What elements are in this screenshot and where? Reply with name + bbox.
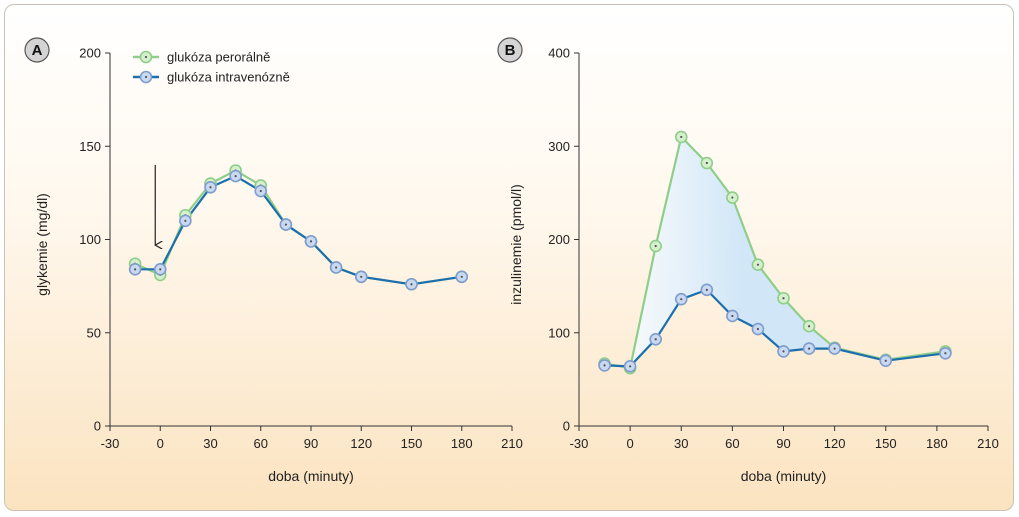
data-point-center <box>731 314 734 318</box>
x-tick-label: 180 <box>926 436 948 451</box>
x-tick-label: 60 <box>725 436 739 451</box>
data-point-center <box>705 161 708 165</box>
x-tick-label: 90 <box>304 436 318 451</box>
data-point-center <box>705 288 708 291</box>
data-point-center <box>680 298 683 301</box>
y-tick-label: 150 <box>79 139 101 154</box>
panel-badge <box>24 37 50 63</box>
x-tick-label: 0 <box>157 436 164 451</box>
data-point-center <box>807 325 811 328</box>
data-point-center <box>629 365 632 368</box>
y-tick-label: 200 <box>79 46 101 61</box>
data-point-center <box>833 347 836 350</box>
x-tick-label: -30 <box>101 436 120 451</box>
data-point-center <box>360 275 363 278</box>
legend-label-iv: glukóza intravenózně <box>167 70 290 85</box>
x-tick-label: 150 <box>401 436 423 451</box>
data-point-center <box>603 364 606 367</box>
data-point-center <box>134 268 137 271</box>
x-tick-label: 0 <box>627 436 634 451</box>
series-line-iv <box>135 175 462 286</box>
y-tick-label: 400 <box>548 46 570 61</box>
y-tick-label: 0 <box>94 419 101 434</box>
y-tick-label: 100 <box>548 325 570 340</box>
x-tick-label: 60 <box>254 436 268 451</box>
x-tick-label: 30 <box>674 436 688 451</box>
panel-letter: B <box>505 42 516 59</box>
data-point-center <box>234 174 237 178</box>
x-tick-label: 120 <box>824 436 846 451</box>
data-point-center <box>731 196 734 199</box>
legend-marker-center <box>144 55 148 59</box>
x-tick-label: 210 <box>501 436 523 451</box>
data-point-center <box>410 283 413 286</box>
y-tick-label: 300 <box>548 139 570 154</box>
panel-badge <box>497 37 523 63</box>
data-point-center <box>680 135 683 139</box>
data-point-center <box>756 263 760 266</box>
data-point-center <box>335 266 338 269</box>
legend: glukóza perorálně glukóza intravenózně <box>133 50 290 85</box>
shaded-area <box>604 136 946 369</box>
data-point-center <box>884 359 887 362</box>
x-axis-label: doba (minuty) <box>741 468 827 484</box>
x-tick-label: 150 <box>875 436 897 451</box>
x-tick-label: -30 <box>570 436 589 451</box>
legend-label-oral: glukóza perorálně <box>167 50 270 65</box>
data-point-center <box>782 297 785 300</box>
data-point-center <box>782 350 785 353</box>
data-point-center <box>159 268 162 271</box>
x-tick-label: 120 <box>350 436 372 451</box>
x-axis-label: doba (minuty) <box>268 468 354 484</box>
data-point-center <box>944 352 947 355</box>
series-line-oral <box>134 169 462 286</box>
y-tick-label: 0 <box>563 419 570 434</box>
figure-card: A 0 50 100 150 200 -30 0 30 60 90 120 150 180 210 doba … <box>4 4 1014 511</box>
data-point-center <box>309 240 313 243</box>
data-point-center <box>654 338 657 341</box>
data-point-center <box>807 347 811 350</box>
legend-marker-center <box>144 75 148 79</box>
x-tick-label: 210 <box>977 436 999 451</box>
panel-letter: A <box>32 42 43 59</box>
x-tick-label: 180 <box>451 436 473 451</box>
data-point-center <box>259 189 262 193</box>
x-tick-label: 30 <box>203 436 217 451</box>
data-point-center <box>654 244 657 248</box>
x-tick-label: 90 <box>776 436 790 451</box>
y-tick-label: 50 <box>87 325 101 340</box>
data-point-center <box>184 219 187 222</box>
data-point-center <box>209 186 212 189</box>
data-point-center <box>756 327 760 331</box>
y-axis-label: inzulinemie (pmol/l) <box>508 184 524 305</box>
data-point-center <box>460 275 463 278</box>
y-tick-label: 200 <box>548 232 570 247</box>
data-point-center <box>284 223 287 226</box>
y-axis-label: glykemie (mg/dl) <box>34 193 50 296</box>
y-tick-label: 100 <box>79 232 101 247</box>
